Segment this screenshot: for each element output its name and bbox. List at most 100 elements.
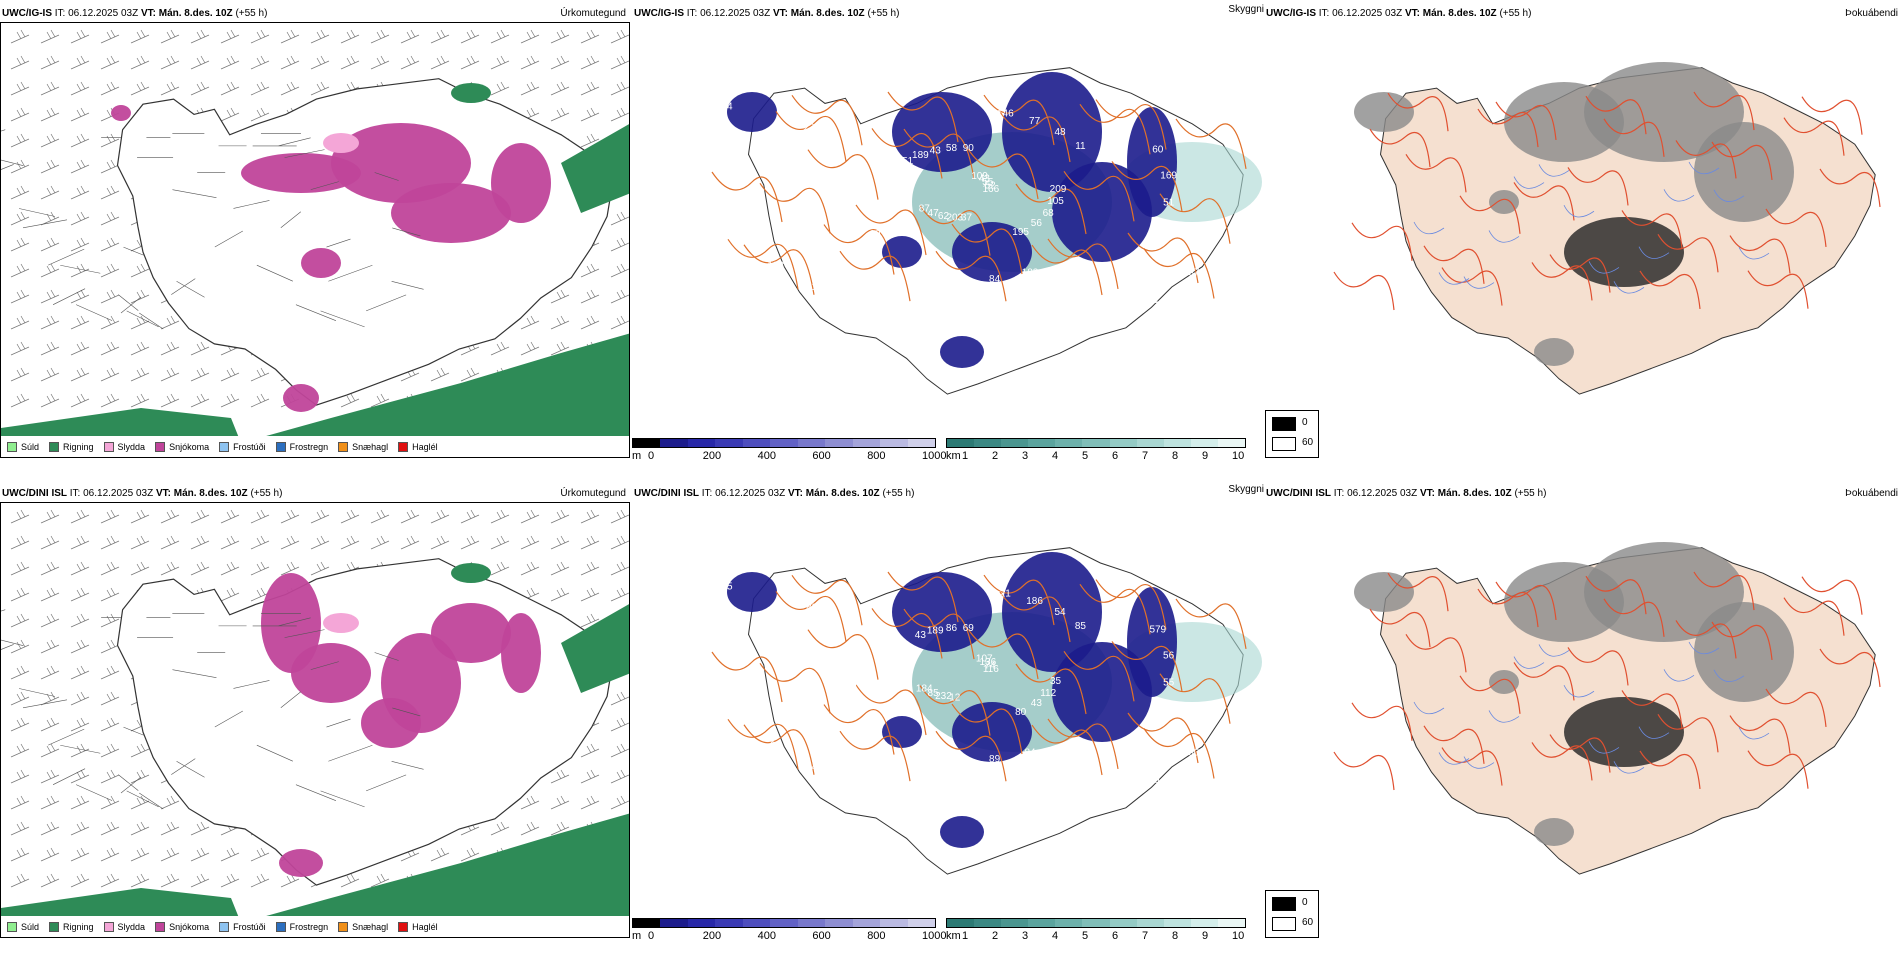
snow-depth-label: 73 [1152, 703, 1164, 714]
colorbar-segment [974, 439, 1002, 447]
snow-unit: m [632, 930, 642, 942]
panel-title: Skyggni [1228, 484, 1264, 495]
legend-item-4: Frostúði [219, 441, 266, 452]
fog-map-svg[interactable] [1264, 502, 1900, 922]
fog-map-svg[interactable] [1264, 22, 1900, 442]
panel-title: Þokuábendi [1845, 488, 1898, 499]
snow-depth-label: 43 [915, 630, 927, 641]
snow-depth-label: 55 [1163, 677, 1175, 688]
snow-depth-label: 12 [835, 585, 847, 596]
colorbar-segment [1136, 919, 1164, 927]
colorbar-segment [742, 919, 771, 927]
vis-tick: 7 [1142, 450, 1149, 462]
panel-header: UWC/IG-IS IT: 06.12.2025 03Z VT: Mán. 8.… [2, 8, 267, 19]
colorbar-segment [825, 919, 853, 927]
snow-depth-label: 43 [979, 174, 991, 185]
snow-depth-label: 146 [997, 109, 1014, 120]
fog-swatch [1272, 897, 1296, 911]
colorbar-segment [687, 919, 716, 927]
colorbar-segment [1055, 919, 1083, 927]
legend-swatch [155, 441, 166, 452]
legend-swatch [275, 441, 286, 452]
snow-depth-label: 39 [721, 213, 733, 224]
snow-depth-label: 60 [1042, 331, 1054, 342]
snow-depth-label: 110 [1059, 535, 1075, 546]
colorbar-segment [1163, 439, 1191, 447]
colorbar-segment [880, 919, 908, 927]
legend-label: Snæhagl [352, 441, 389, 452]
snow-depth-label: 184 [916, 683, 933, 694]
snow-depth-label: 37 [849, 779, 861, 790]
snow-depth-label: 105 [1047, 196, 1064, 207]
snow-depth-label: 89 [989, 754, 1001, 765]
colorbar-segment [1028, 919, 1056, 927]
colorbar-segment [1217, 919, 1246, 927]
legend-swatch [49, 921, 60, 932]
it-label: IT: [69, 488, 81, 499]
vis-tick: 9 [1202, 930, 1209, 942]
precip-map-svg [1, 509, 629, 921]
snow-visibility-panel: UWC/DINI ISL IT: 06.12.2025 03Z VT: Mán.… [632, 480, 1319, 950]
vt-label: VT: [787, 488, 803, 499]
colorbar-segment [1163, 919, 1191, 927]
fog-swatch [1272, 917, 1296, 931]
vt-label: VT: [1419, 488, 1435, 499]
model-name: UWC/IG-IS [1266, 8, 1316, 19]
snow-depth-label: 52 [838, 188, 850, 199]
snow-tick: 400 [757, 450, 776, 462]
snow-depth-label: 51 [902, 156, 914, 167]
model-name: UWC/IG-IS [634, 8, 684, 19]
colorbar-segment [1055, 439, 1083, 447]
legend-item-7: Haglél [398, 921, 438, 932]
vis-tick: 3 [1022, 930, 1029, 942]
snow-map-svg[interactable]: 166 87 90 195 152 11 99 108 51 115 121 60 64 52 47 58 56… [632, 22, 1264, 442]
snow-depth-label: 121 [1059, 55, 1076, 66]
it-label: IT: [1333, 488, 1345, 499]
snow-depth-label: 232 [935, 691, 952, 702]
snow-depth-label: 56 [1031, 218, 1043, 229]
colorbar-segment [797, 919, 826, 927]
snow-depth-label: 84 [1024, 747, 1036, 758]
snow-depth-label: 37 [961, 213, 973, 224]
vt-label: VT: [140, 8, 156, 19]
colorbar-segment [1190, 919, 1218, 927]
snow-depth-label: 69 [963, 623, 975, 634]
it-value: 06.12.2025 03Z [83, 488, 154, 499]
colorbar-segment [907, 439, 935, 447]
colorbar-segment [797, 439, 826, 447]
precip-type-panel: UWC/IG-IS IT: 06.12.2025 03Z VT: Mán. 8.… [0, 0, 632, 470]
snow-map-svg[interactable]: 116 184 69 80 92 85 107 34 73 108 110 66 65 74 85 86 43 6… [632, 502, 1264, 922]
it-value: 06.12.2025 03Z [1332, 8, 1403, 19]
precip-map[interactable] [0, 502, 630, 922]
colorbar-segment [1109, 919, 1137, 927]
snow-depth-label: 68 [1043, 208, 1055, 219]
snow-depth-label: 65 [721, 582, 733, 593]
vis-tick: 9 [1202, 450, 1209, 462]
vis-tick: 4 [1052, 450, 1059, 462]
legend-item-6: Snæhagl [338, 441, 389, 452]
snow-depth-label: 189 [927, 625, 944, 636]
vis-tick: 2 [992, 930, 999, 942]
vt-value: Mán. 8.des. 10Z [1437, 488, 1512, 499]
fog-swatch [1272, 417, 1296, 431]
vis-tick: 10 [1232, 450, 1245, 462]
snow-depth-label: 195 [1012, 227, 1029, 238]
precip-map[interactable] [0, 22, 630, 442]
vt-value: Mán. 8.des. 10Z [158, 8, 233, 19]
fog-value-label: 60 [1302, 917, 1314, 928]
colorbar-segment [1028, 439, 1056, 447]
snow-depth-colorbar [632, 438, 936, 448]
vt-value: Mán. 8.des. 10Z [790, 8, 865, 19]
legend-item-7: Haglél [398, 441, 438, 452]
snow-depth-label: 47 [721, 175, 733, 186]
snow-depth-label: 159 [1004, 45, 1021, 56]
legend-label: Haglél [412, 441, 438, 452]
vt-label: VT: [155, 488, 171, 499]
snow-depth-label: 152 [837, 173, 854, 184]
colorbar-segment [742, 439, 771, 447]
vis-tick: 5 [1082, 930, 1089, 942]
snow-depth-label: 27 [785, 624, 797, 635]
vis-tick: 2 [992, 450, 999, 462]
snow-tick: 1000 [922, 930, 947, 942]
snow-depth-label: 86 [946, 623, 958, 634]
